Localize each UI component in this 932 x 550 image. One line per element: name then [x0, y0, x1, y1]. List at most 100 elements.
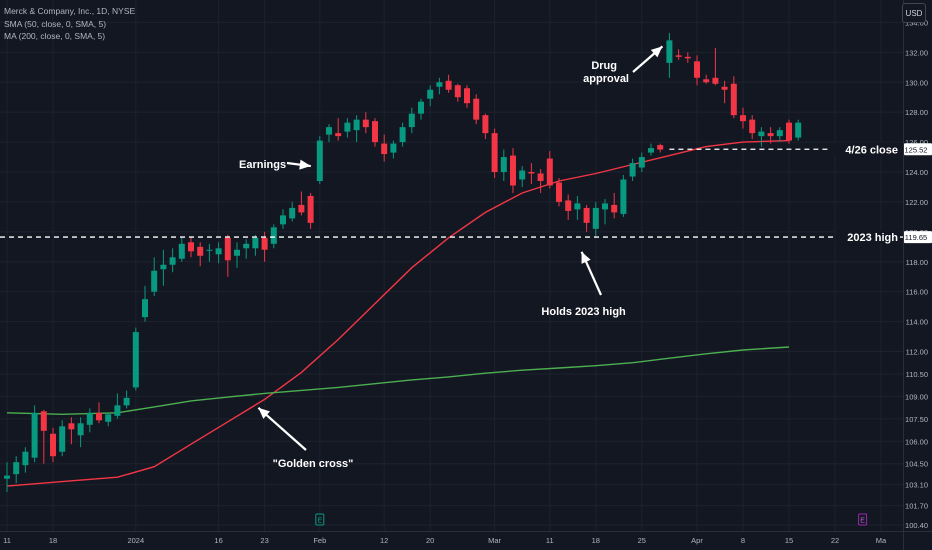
candle-body	[160, 264, 167, 270]
candle	[50, 427, 56, 463]
candle-body	[252, 237, 259, 249]
candle-body	[712, 77, 719, 84]
candle-body	[270, 227, 277, 244]
candle-body	[786, 122, 792, 141]
earnings-marker-label: E	[317, 518, 322, 525]
candle	[132, 327, 139, 391]
candle-body	[243, 243, 250, 249]
arrow-head	[258, 407, 270, 419]
candle	[86, 408, 93, 433]
candle	[629, 158, 636, 181]
candle-body	[454, 85, 461, 98]
candle	[224, 234, 231, 277]
candle	[648, 143, 654, 156]
candle-body	[611, 204, 618, 213]
candle-body	[694, 61, 700, 78]
candle	[740, 107, 746, 129]
candle-body	[537, 173, 544, 181]
candle	[399, 122, 406, 147]
candle	[243, 239, 250, 259]
level-2023-high-label: 2023 high	[847, 232, 898, 244]
candle	[445, 74, 452, 93]
candle	[491, 128, 498, 178]
x-tick-label: Apr	[691, 536, 703, 545]
sma50-line	[6, 139, 790, 487]
x-tick-label: 16	[214, 536, 222, 545]
candle-body	[666, 40, 673, 63]
candle-body	[491, 133, 498, 173]
candle-body	[730, 83, 737, 116]
candle	[215, 242, 222, 264]
candle	[666, 32, 673, 78]
candle	[583, 204, 590, 232]
candle-body	[197, 246, 204, 256]
candle-body	[289, 207, 296, 219]
currency-button[interactable]: USD	[902, 3, 926, 23]
candle	[482, 113, 489, 140]
earnings-marker-label: E	[860, 518, 865, 525]
candle-body	[473, 98, 480, 120]
candle	[776, 127, 783, 143]
candle-body	[500, 157, 507, 173]
earnings-marker-feb: E	[315, 513, 325, 526]
candle	[252, 234, 259, 256]
candle-body	[261, 237, 268, 250]
candle	[261, 231, 268, 262]
candle	[519, 166, 526, 187]
candle	[611, 192, 618, 219]
candle-body	[528, 172, 535, 174]
candle	[335, 118, 342, 141]
candle-body	[307, 195, 314, 223]
candle-body	[721, 86, 728, 90]
y-tick-label: 110.50	[906, 370, 928, 379]
candle-body	[188, 242, 194, 252]
candle	[59, 420, 66, 457]
y-tick-label: 122.00	[905, 198, 928, 207]
candle	[436, 77, 443, 95]
candle	[749, 115, 756, 140]
candle	[206, 243, 213, 262]
candle-body	[362, 119, 369, 128]
candle-body	[574, 203, 581, 210]
annotation-golden-cross: "Golden cross"	[273, 458, 354, 470]
candle-body	[13, 462, 20, 475]
x-tick-label: Mar	[488, 536, 501, 545]
candle	[280, 209, 286, 229]
ma200-line	[6, 346, 790, 416]
chart-legend: Merck & Company, Inc., 1D, NYSE SMA (50,…	[4, 5, 135, 43]
x-tick-label: Feb	[313, 536, 326, 545]
candle	[620, 175, 627, 217]
y-tick-label: 109.00	[905, 392, 928, 401]
candle-body	[31, 412, 38, 458]
y-tick-label: 126.00	[905, 138, 928, 147]
candle	[528, 163, 535, 184]
candle	[454, 83, 461, 102]
legend-sma50: SMA (50, close, 0, SMA, 5)	[4, 18, 107, 29]
candle	[22, 447, 29, 473]
y-tick-label: 124.00	[905, 168, 928, 177]
candle-body	[510, 155, 516, 186]
candle	[298, 191, 305, 216]
earnings-marker-box	[315, 513, 325, 526]
x-tick-label: 11	[546, 536, 554, 545]
x-tick-label: 11	[3, 536, 11, 545]
candle-body	[657, 145, 664, 150]
x-tick-label: 18	[49, 536, 57, 545]
candle	[758, 127, 765, 147]
candle-body	[326, 127, 332, 135]
candle-body	[169, 257, 176, 265]
candle-body	[390, 143, 397, 153]
candle	[142, 285, 148, 322]
arrow-drug-approval	[632, 45, 664, 73]
y-tick-label: 106.00	[905, 437, 928, 446]
candle-body	[132, 332, 139, 388]
candle-body	[316, 140, 323, 181]
candle	[353, 115, 360, 143]
candle-body	[620, 179, 627, 214]
candle-body	[546, 158, 553, 186]
candle	[188, 236, 194, 258]
candle-body	[758, 131, 765, 137]
legend-symbol: Merck & Company, Inc., 1D, NYSE	[4, 6, 136, 16]
candle	[510, 148, 516, 193]
